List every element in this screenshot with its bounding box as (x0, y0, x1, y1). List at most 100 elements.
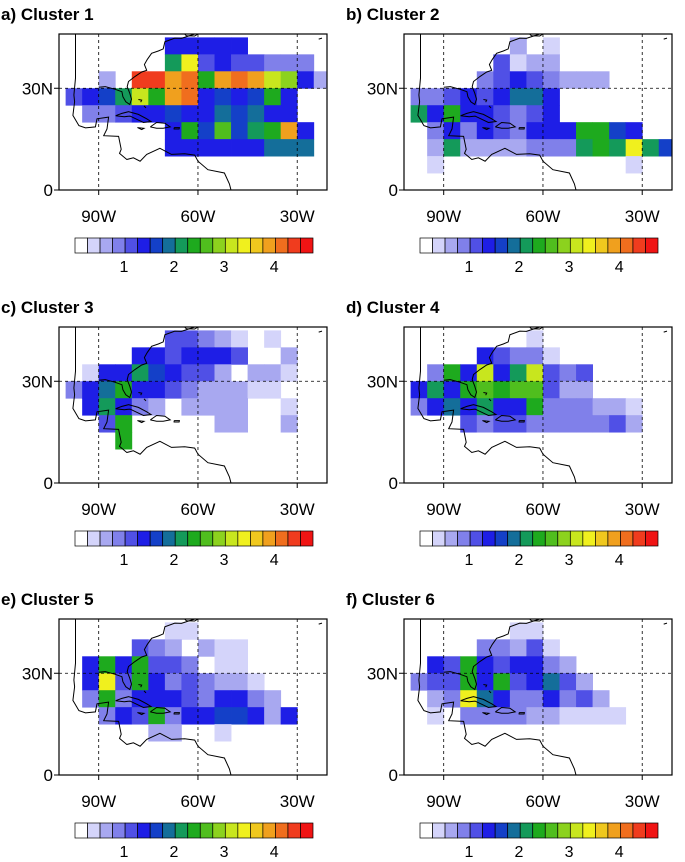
colorbar-label: 3 (220, 259, 229, 276)
colorbar-swatch (532, 530, 546, 547)
density-cell (526, 364, 544, 382)
density-cell (197, 707, 215, 725)
density-cell (443, 139, 461, 157)
colorbar-swatch (482, 237, 496, 254)
colorbar-swatch (199, 237, 214, 254)
y-tick-label: 30N (22, 372, 53, 391)
coastline (143, 398, 147, 402)
colorbar-swatch (569, 237, 584, 254)
panel-title: d) Cluster 4 (346, 298, 440, 317)
density-cell (131, 690, 149, 708)
coastline (417, 327, 577, 483)
density-cell (247, 54, 265, 72)
density-cell (509, 139, 527, 157)
density-cell (526, 105, 544, 123)
colorbar-swatch (174, 822, 189, 839)
density-cell (460, 398, 478, 416)
density-cell (476, 105, 494, 123)
density-cell (181, 139, 199, 157)
density-cell (98, 71, 116, 89)
coastline (529, 619, 544, 622)
density-cell (542, 381, 560, 399)
colorbar-swatch (507, 822, 521, 839)
density-cell (509, 398, 527, 416)
density-cell (197, 673, 215, 691)
map-area (404, 327, 672, 483)
map-area (59, 34, 327, 190)
colorbar-swatch (74, 237, 88, 254)
coastline (173, 712, 181, 715)
density-cell (231, 381, 248, 399)
density-cell (559, 656, 577, 674)
density-cell (181, 622, 199, 640)
density-cell (542, 656, 560, 674)
x-tick-label: 60W (525, 792, 560, 811)
colorbar-swatch (620, 530, 634, 547)
density-cell (443, 656, 461, 674)
colorbar-label: 3 (220, 552, 229, 569)
density-cell (181, 690, 199, 708)
density-cell (197, 364, 215, 382)
colorbar: 1 2 3 4 (419, 530, 659, 569)
density-cell (231, 37, 248, 55)
density-cell (164, 364, 182, 382)
x-tick-label: 30W (280, 500, 315, 519)
density-cell (115, 690, 133, 708)
density-cell (231, 656, 248, 674)
density-cell (576, 415, 593, 433)
density-cell (214, 381, 232, 399)
density-cell (542, 673, 560, 691)
density-cell (559, 139, 577, 157)
density-cell (98, 673, 116, 691)
x-tick-label: 90W (426, 207, 461, 226)
density-cell (280, 139, 298, 157)
colorbar-swatch (569, 822, 584, 839)
density-cell (476, 88, 494, 106)
density-cell (297, 122, 315, 140)
x-tick-label: 60W (180, 500, 215, 519)
colorbar-swatch (87, 237, 101, 254)
colorbar-swatch (112, 822, 126, 839)
coastline (417, 34, 577, 190)
density-cell (164, 622, 182, 640)
density-cell (559, 415, 577, 433)
x-tick-label: 90W (426, 500, 461, 519)
coastline (143, 105, 147, 109)
density-cell (214, 122, 232, 140)
colorbar-swatch (494, 237, 509, 254)
density-cell (509, 37, 527, 55)
density-cell (231, 673, 248, 691)
colorbar-swatch (250, 822, 264, 839)
density-cell (231, 139, 248, 157)
colorbar-swatch (99, 530, 113, 547)
colorbar-swatch (187, 530, 201, 547)
colorbar-swatch (620, 237, 634, 254)
density-cell (280, 707, 298, 725)
density-cell (280, 347, 298, 365)
density-cell (427, 707, 445, 725)
density-cell (131, 88, 149, 106)
density-cell (98, 105, 116, 123)
density-cell (280, 122, 298, 140)
density-cell (493, 381, 511, 399)
density-cell (264, 707, 282, 725)
colorbar: 1 2 3 4 (419, 237, 659, 276)
colorbar-swatch (457, 237, 471, 254)
density-cell (476, 139, 494, 157)
density-cell (181, 656, 199, 674)
density-cell (460, 381, 478, 399)
density-cell (247, 690, 265, 708)
density-cell (576, 364, 593, 382)
density-cell (197, 347, 215, 365)
colorbar-swatch (74, 822, 88, 839)
colorbar-swatch (607, 237, 621, 254)
density-cell (526, 639, 544, 657)
density-cell (131, 639, 149, 657)
density-cell (214, 37, 232, 55)
density-cell (98, 656, 116, 674)
density-cell (476, 656, 494, 674)
density-cell (197, 639, 215, 657)
map-area (59, 327, 327, 483)
density-cell (509, 71, 527, 89)
